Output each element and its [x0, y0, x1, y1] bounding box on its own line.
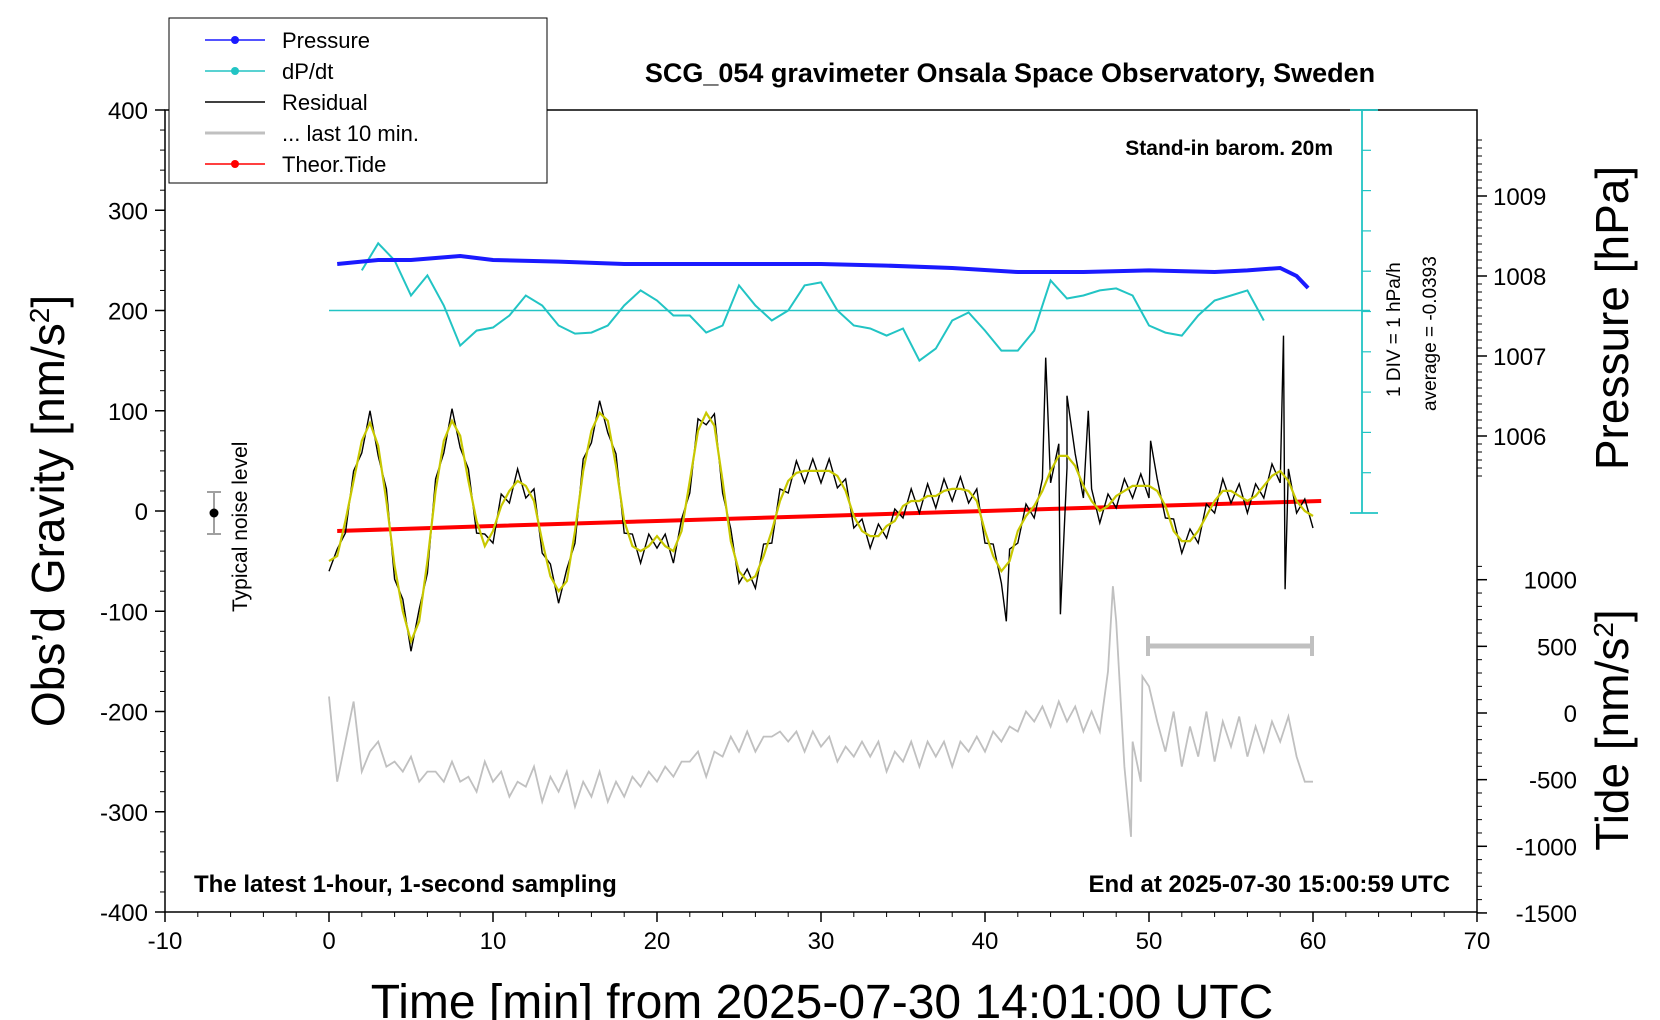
ten-minute-scale-bar [1146, 636, 1314, 656]
legend-label: ... last 10 min. [282, 121, 419, 146]
y-pressure-tick-label: 1009 [1493, 184, 1546, 211]
x-tick-label: -10 [148, 928, 183, 955]
legend-box [168, 17, 548, 184]
x-tick-label: 50 [1136, 928, 1163, 955]
x-tick-label: 60 [1300, 928, 1327, 955]
y-left-tick-label: 200 [108, 299, 148, 326]
y-left-tick-label: 0 [135, 499, 148, 526]
y-left-tick-label: -100 [100, 599, 148, 626]
noise-level-marker [207, 491, 221, 535]
legend-marker [231, 67, 239, 75]
legend-marker [231, 160, 239, 168]
annotation-noise-level: Typical noise level [229, 442, 252, 612]
y-left-tick-label: 100 [108, 399, 148, 426]
series-residual-smoothed [328, 410, 1314, 645]
series-theor-tide [337, 499, 1322, 533]
dpdt-scale-bar [329, 109, 1378, 514]
series-residual [328, 335, 1314, 652]
y-right-pressure-label: Pressure [hPa] [1586, 166, 1638, 470]
y-tide-tick-label: 1000 [1524, 568, 1577, 595]
y-tide-tick-label: 0 [1564, 701, 1577, 728]
x-tick-label: 70 [1464, 928, 1491, 955]
y-left-tick-label: -400 [100, 900, 148, 927]
chart-title: SCG_054 gravimeter Onsala Space Observat… [645, 58, 1375, 88]
legend-label: dP/dt [282, 59, 333, 84]
annotation-stand-in-barometer: Stand-in barom. 20m [1125, 137, 1333, 160]
y-pressure-tick-label: 1008 [1493, 264, 1546, 291]
x-tick-label: 20 [644, 928, 671, 955]
series-dpdt [360, 241, 1265, 363]
series-layer [328, 241, 1322, 837]
legend-label: Residual [282, 90, 368, 115]
y-left-tick-label: 400 [108, 98, 148, 125]
y-tide-tick-label: 500 [1537, 634, 1577, 661]
annotation-latest-hour: The latest 1-hour, 1-second sampling [194, 871, 617, 898]
y-tide-tick-label: -1500 [1516, 901, 1577, 928]
y-pressure-tick-label: 1007 [1493, 344, 1546, 371]
legend-label: Pressure [282, 28, 370, 53]
x-axis-label: Time [min] from 2025-07-30 14:01:00 UTC [371, 976, 1274, 1020]
y-left-tick-label: -200 [100, 700, 148, 727]
annotation-div: 1 DIV = 1 hPa/h [1384, 262, 1405, 397]
series-last-10-min [328, 586, 1313, 837]
annotation-average: average = -0.0393 [1420, 256, 1441, 411]
series-pressure [337, 253, 1310, 290]
y-left-tick-label: 300 [108, 198, 148, 225]
x-tick-label: 40 [972, 928, 999, 955]
legend-label: Theor.Tide [282, 152, 386, 177]
legend-marker [231, 36, 239, 44]
y-tide-tick-label: -1000 [1516, 834, 1577, 861]
y-pressure-tick-label: 1006 [1493, 424, 1546, 451]
y-tide-tick-label: -500 [1529, 768, 1577, 795]
x-tick-label: 0 [322, 928, 335, 955]
y-right-tide-label: Tide [nm/s2] [1586, 609, 1638, 850]
x-tick-label: 30 [808, 928, 835, 955]
annotation-end-time: End at 2025-07-30 15:00:59 UTC [1089, 871, 1451, 898]
legend: Pressure dP/dt Residual ... last 10 min. The… [168, 17, 548, 184]
y-left-tick-label: -300 [100, 800, 148, 827]
x-tick-label: 10 [480, 928, 507, 955]
y-left-axis-label: Obs’d Gravity [nm/s2] [22, 295, 74, 727]
axes-layer: -10 0 10 20 30 40 50 60 70-400-300-200-100010020… [100, 98, 1577, 955]
